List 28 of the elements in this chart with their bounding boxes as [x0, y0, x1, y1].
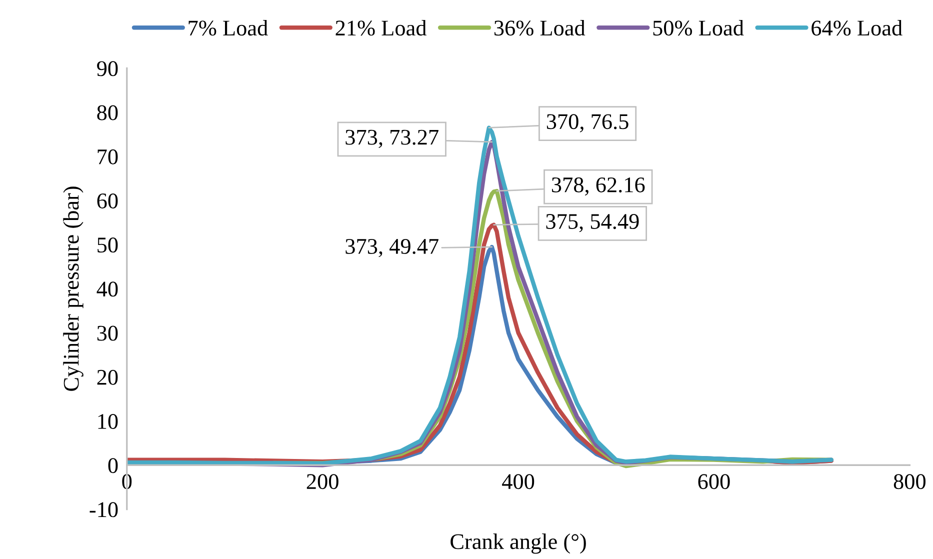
- legend-label: 64% Load: [812, 20, 902, 36]
- y-tick-label: 20: [97, 370, 118, 385]
- y-tick-label: 50: [98, 238, 118, 253]
- y-tick-label: 90: [97, 61, 118, 76]
- x-tick-label: 200: [306, 474, 338, 490]
- y-tick-label: 0: [108, 458, 118, 474]
- x-tick-label: 600: [698, 474, 730, 490]
- y-tick-label: 10: [98, 414, 118, 429]
- annotation: 375, 54.49: [546, 214, 639, 232]
- legend-label: 36% Load: [494, 20, 586, 36]
- legend-label: 50% Load: [653, 20, 744, 36]
- y-tick-label: 70: [98, 149, 118, 164]
- annotation: 378, 62.16: [552, 177, 645, 196]
- y-tick-label: 80: [97, 105, 118, 120]
- annotation: 373, 49.47: [346, 238, 438, 258]
- y-tick-label: 40: [96, 282, 118, 297]
- y-axis-title: Cylinder pressure (bar): [63, 186, 84, 391]
- annotation: 373, 73.27: [346, 130, 438, 148]
- legend-label: 21% Load: [336, 20, 426, 36]
- x-tick-label: 0: [122, 474, 132, 490]
- annotation: 370, 76.5: [546, 114, 628, 132]
- legend-label: 7% Load: [188, 20, 268, 36]
- x-tick-label: 400: [502, 474, 534, 490]
- y-tick-label: 60: [97, 193, 118, 208]
- y-tick-label: -10: [90, 502, 118, 518]
- x-tick-label: 800: [894, 474, 926, 490]
- x-axis-title: Crank angle (°): [450, 534, 586, 554]
- y-tick-label: 30: [97, 326, 118, 341]
